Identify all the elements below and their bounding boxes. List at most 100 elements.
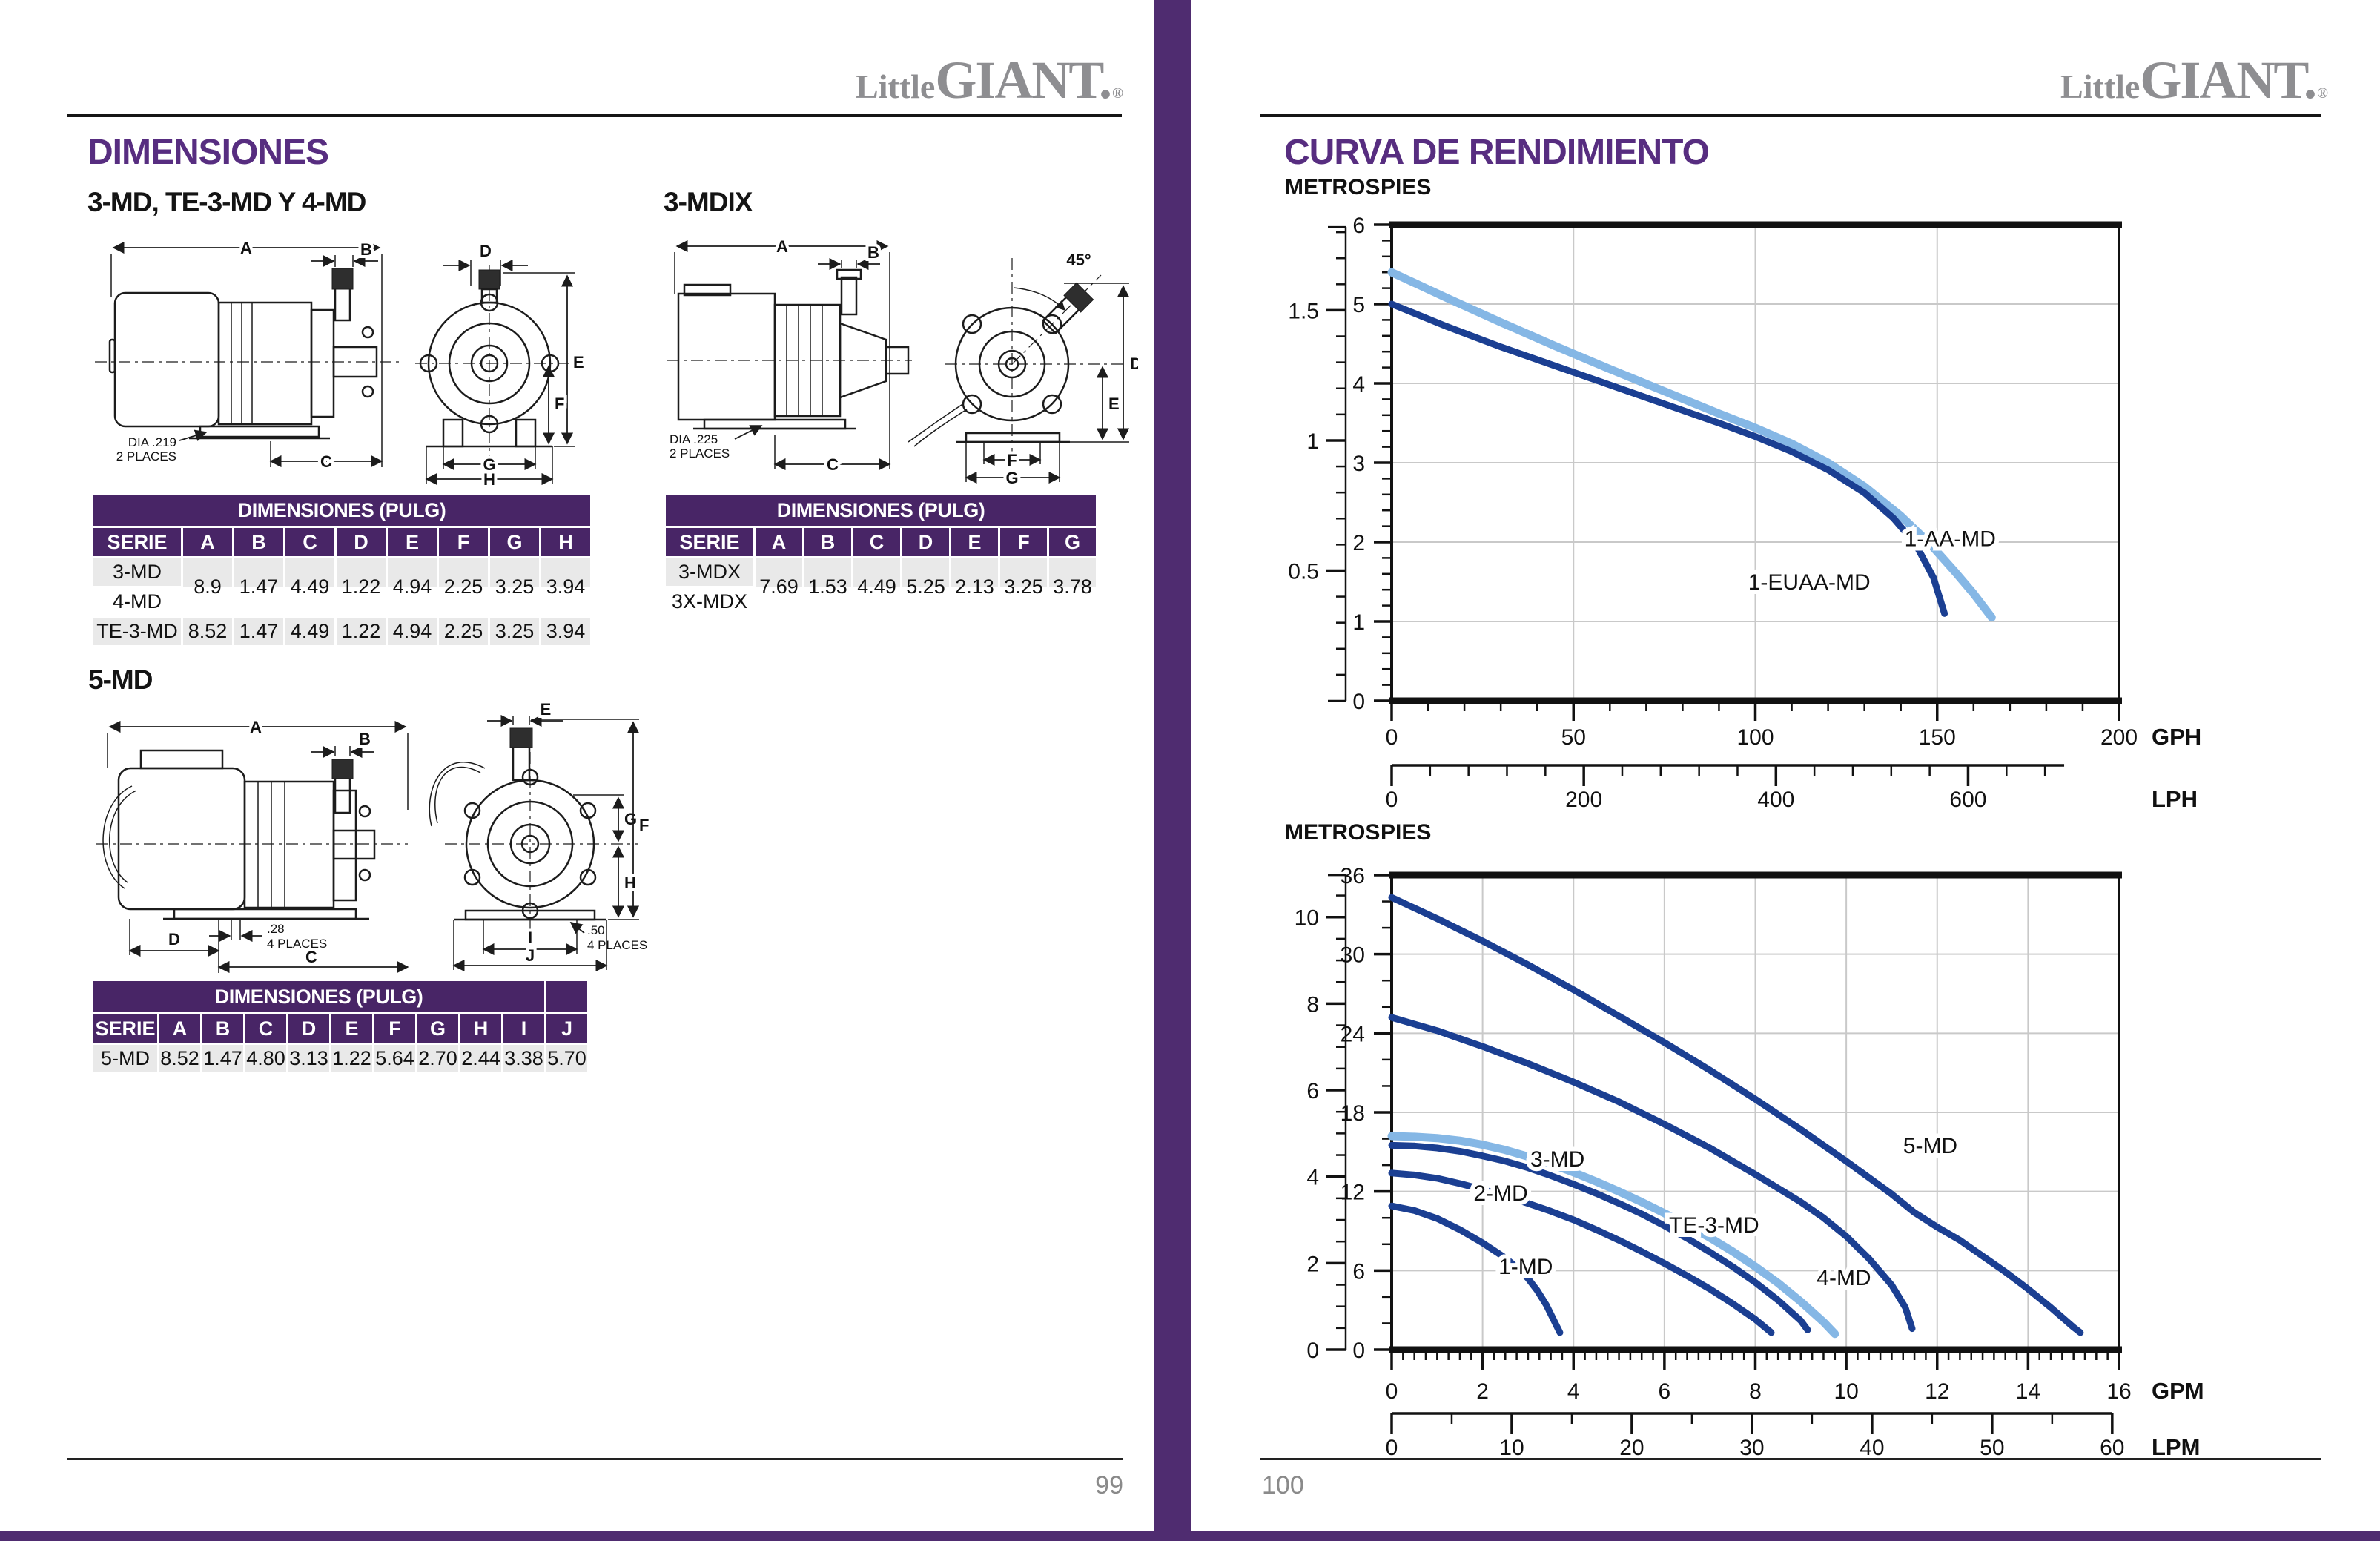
column-header: F (439, 528, 488, 556)
serie-cell: 5-MD (93, 1045, 157, 1072)
curve-1-EUAA-MD (1388, 300, 1948, 617)
value-cell: 2.13 (951, 558, 998, 616)
curve-label: 3-MD (1530, 1147, 1584, 1172)
metros-tick-label: 1.5 (1288, 299, 1319, 323)
column-header: C (245, 1014, 286, 1043)
section-title-3mdix: 3-MDIX (664, 187, 753, 217)
x2-tick-label: 200 (1565, 788, 1602, 812)
column-header: SERIE (93, 1014, 157, 1043)
axis-header: PIES (1381, 175, 1431, 199)
value-cell: 2.25 (439, 558, 488, 616)
angle-label: 45° (1066, 251, 1091, 269)
column-header: SERIE (666, 528, 753, 556)
value-cell: 4.49 (285, 558, 334, 616)
y-tick-label: 5 (1352, 293, 1365, 317)
dim-label: H (483, 470, 495, 489)
page-title-left: DIMENSIONES (87, 133, 329, 172)
value-cell: 1.47 (202, 1045, 243, 1072)
value-cell: 1.47 (234, 558, 283, 616)
value-cell: 3.78 (1049, 558, 1096, 616)
value-cell: 1.22 (331, 1045, 372, 1072)
serie-cell: 3X-MDX (666, 588, 753, 616)
y-tick-label: 24 (1341, 1022, 1365, 1046)
y-tick-label: 0 (1352, 690, 1365, 714)
metros-tick-label: 8 (1306, 992, 1319, 1017)
dim-label: A (776, 237, 788, 256)
x2-tick-label: 10 (1499, 1436, 1524, 1460)
table-row: 3-MDX 7.69 1.53 4.49 5.25 2.13 3.25 3.78 (666, 558, 1096, 616)
x-tick-label: 50 (1561, 725, 1586, 750)
dimensions-table-3mdix: DIMENSIONES (PULG) SERIE A B C D E F G 3-MDX 7.69 1… (664, 492, 1098, 618)
dia-note: 2 PLACES (670, 446, 730, 461)
metros-tick-label: 2 (1306, 1252, 1319, 1276)
column-header: H (460, 1014, 501, 1043)
dim-label: G (483, 455, 495, 474)
column-header: SERIE (93, 528, 181, 556)
value-cell: 7.69 (756, 558, 802, 616)
column-header: G (1049, 528, 1096, 556)
column-header: B (234, 528, 283, 556)
value-cell: 3.25 (1000, 558, 1047, 616)
column-header: I (503, 1014, 544, 1043)
x-tick-label: 8 (1749, 1379, 1762, 1404)
curve-label: 1-EUAA-MD (1748, 570, 1871, 595)
curve-label: 2-MD (1473, 1181, 1527, 1206)
dia-note: DIA .225 (670, 432, 718, 446)
column-header: F (374, 1014, 415, 1043)
footer-rule-left (67, 1458, 1123, 1460)
value-cell: 1.22 (337, 618, 386, 645)
column-header: A (756, 528, 802, 556)
registered-mark-icon: ® (2317, 85, 2328, 102)
x2-tick-label: 20 (1619, 1436, 1644, 1460)
dim-label: E (573, 353, 584, 372)
table-title: DIMENSIONES (PULG) (93, 495, 590, 526)
y-tick-label: 2 (1352, 531, 1365, 555)
x-tick-label: 0 (1386, 725, 1398, 750)
x-axis-unit: GPH (2152, 724, 2201, 750)
x-tick-label: 150 (1919, 725, 1956, 750)
table-row: 3-MD 8.9 1.47 4.49 1.22 4.94 2.25 3.25 3.94 (93, 558, 590, 616)
footer-rule-right (1260, 1458, 2321, 1460)
mount-note: 4 PLACES (587, 938, 647, 952)
value-cell: 4.80 (245, 1045, 286, 1072)
value-cell: 3.25 (490, 618, 539, 645)
dia-note: DIA .219 (128, 435, 176, 449)
dim-label: H (624, 874, 636, 892)
dim-label: D (1130, 354, 1138, 373)
column-header: B (804, 528, 851, 556)
dimensions-table-5md: DIMENSIONES (PULG) SERIE A B C D E F G H I J 5-MD 8.… (91, 979, 589, 1075)
x-tick-label: 4 (1567, 1379, 1580, 1404)
y-tick-label: 3 (1352, 452, 1365, 476)
column-header: B (202, 1014, 243, 1043)
curve-4-MD (1388, 1014, 1916, 1333)
page-number-right: 100 (1262, 1471, 1304, 1499)
registered-mark-icon: ® (1112, 85, 1123, 102)
value-cell: 3.25 (490, 558, 539, 616)
column-header: E (388, 528, 437, 556)
page-title-right: CURVA DE RENDIMIENTO (1284, 133, 1710, 172)
column-header: D (337, 528, 386, 556)
x-tick-label: 100 (1736, 725, 1774, 750)
dim-label: I (528, 928, 532, 947)
dim-label: C (320, 452, 332, 471)
curve-5-MD (1388, 894, 2084, 1336)
curve-label: TE-3-MD (1669, 1213, 1759, 1238)
x2-axis-unit: LPH (2152, 786, 2198, 812)
column-header: G (417, 1014, 458, 1043)
x2-tick-label: 600 (1949, 788, 1986, 812)
curve-label: 5-MD (1903, 1134, 1957, 1158)
y-tick-label: 6 (1352, 214, 1365, 238)
value-cell: 3.38 (503, 1045, 544, 1072)
metros-tick-label: 0 (1306, 1339, 1319, 1363)
dim-label: G (624, 810, 637, 828)
dim-label: F (639, 816, 649, 834)
header-rule-right (1260, 114, 2321, 117)
value-cell: 4.49 (285, 618, 334, 645)
logo-giant: GIANT. (2140, 50, 2317, 110)
curve-2-MD (1388, 1169, 1775, 1336)
axis-header: METROS (1285, 175, 1380, 199)
y-tick-label: 36 (1341, 864, 1365, 888)
axis-header: METROS (1285, 820, 1380, 845)
dim-label: A (250, 718, 262, 736)
